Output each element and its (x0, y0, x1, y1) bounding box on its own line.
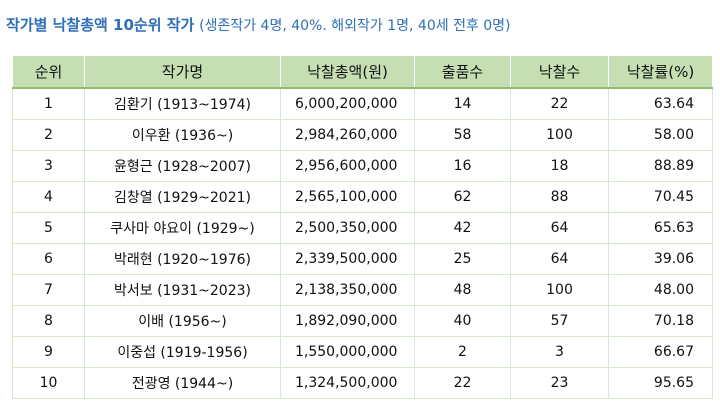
rank-cell: 9 (12, 336, 85, 368)
rate-cell: 70.45 (608, 181, 713, 213)
title-main: 작가별 낙찰총액 10순위 작가 (6, 16, 195, 34)
rate-cell: 88.89 (608, 150, 713, 182)
column-header-artist: 작가명 (84, 55, 281, 89)
total-cell: 6,000,200,000 (280, 87, 415, 120)
page-title: 작가별 낙찰총액 10순위 작가 (생존작가 4명, 40%. 해외작가 1명,… (6, 10, 511, 40)
table-row: 1 김환기 (1913~1974) 6,000,200,000 14 22 63… (12, 87, 713, 120)
table-row: 8 이배 (1956~) 1,892,090,000 40 57 70.18 (12, 305, 713, 337)
rank-cell: 7 (12, 274, 85, 306)
rank-cell: 10 (12, 367, 85, 399)
artist-cell: 김환기 (1913~1974) (84, 87, 281, 120)
entries-cell: 42 (414, 212, 511, 244)
entries-cell: 62 (414, 181, 511, 213)
entries-cell: 14 (414, 87, 511, 120)
title-subtitle: (생존작가 4명, 40%. 해외작가 1명, 40세 전후 0명) (199, 18, 511, 34)
entries-cell: 25 (414, 243, 511, 275)
total-cell: 2,339,500,000 (280, 243, 415, 275)
rank-cell: 8 (12, 305, 85, 337)
sold-cell: 100 (510, 274, 609, 306)
column-header-sold: 낙찰수 (510, 55, 609, 89)
table-row: 6 박래현 (1920~1976) 2,339,500,000 25 64 39… (12, 243, 713, 275)
total-cell: 2,138,350,000 (280, 274, 415, 306)
rank-cell: 3 (12, 150, 85, 182)
sold-cell: 64 (510, 212, 609, 244)
artist-cell: 이우환 (1936~) (84, 119, 281, 151)
entries-cell: 48 (414, 274, 511, 306)
column-header-entries: 출품수 (414, 55, 511, 89)
rank-cell: 6 (12, 243, 85, 275)
table-row: 5 쿠사마 야요이 (1929~) 2,500,350,000 42 64 65… (12, 212, 713, 244)
sold-cell: 18 (510, 150, 609, 182)
total-cell: 1,892,090,000 (280, 305, 415, 337)
sold-cell: 88 (510, 181, 609, 213)
total-cell: 2,500,350,000 (280, 212, 415, 244)
artist-cell: 박서보 (1931~2023) (84, 274, 281, 306)
rate-cell: 66.67 (608, 336, 713, 368)
total-cell: 1,324,500,000 (280, 367, 415, 399)
entries-cell: 16 (414, 150, 511, 182)
ranking-table: 순위 작가명 낙찰총액(원) 출품수 낙찰수 낙찰률(%) 1 김환기 (191… (12, 55, 713, 399)
rank-cell: 4 (12, 181, 85, 213)
rate-cell: 95.65 (608, 367, 713, 399)
artist-cell: 전광영 (1944~) (84, 367, 281, 399)
artist-cell: 이배 (1956~) (84, 305, 281, 337)
artist-cell: 윤형근 (1928~2007) (84, 150, 281, 182)
table-row: 3 윤형근 (1928~2007) 2,956,600,000 16 18 88… (12, 150, 713, 182)
sold-cell: 23 (510, 367, 609, 399)
table-header-row: 순위 작가명 낙찰총액(원) 출품수 낙찰수 낙찰률(%) (12, 55, 713, 89)
rank-cell: 5 (12, 212, 85, 244)
rate-cell: 70.18 (608, 305, 713, 337)
sold-cell: 64 (510, 243, 609, 275)
total-cell: 2,565,100,000 (280, 181, 415, 213)
entries-cell: 22 (414, 367, 511, 399)
rank-cell: 1 (12, 87, 85, 120)
entries-cell: 40 (414, 305, 511, 337)
sold-cell: 100 (510, 119, 609, 151)
rate-cell: 63.64 (608, 87, 713, 120)
entries-cell: 2 (414, 336, 511, 368)
artist-cell: 김창열 (1929~2021) (84, 181, 281, 213)
table-row: 9 이중섭 (1919-1956) 1,550,000,000 2 3 66.6… (12, 336, 713, 368)
artist-cell: 이중섭 (1919-1956) (84, 336, 281, 368)
sold-cell: 3 (510, 336, 609, 368)
column-header-rank: 순위 (12, 55, 85, 89)
total-cell: 2,956,600,000 (280, 150, 415, 182)
rate-cell: 65.63 (608, 212, 713, 244)
artist-cell: 쿠사마 야요이 (1929~) (84, 212, 281, 244)
table-row: 7 박서보 (1931~2023) 2,138,350,000 48 100 4… (12, 274, 713, 306)
table-row: 2 이우환 (1936~) 2,984,260,000 58 100 58.00 (12, 119, 713, 151)
table-row: 10 전광영 (1944~) 1,324,500,000 22 23 95.65 (12, 367, 713, 399)
rate-cell: 39.06 (608, 243, 713, 275)
rate-cell: 58.00 (608, 119, 713, 151)
sold-cell: 22 (510, 87, 609, 120)
entries-cell: 58 (414, 119, 511, 151)
rate-cell: 48.00 (608, 274, 713, 306)
column-header-total: 낙찰총액(원) (280, 55, 415, 89)
artist-cell: 박래현 (1920~1976) (84, 243, 281, 275)
table-row: 4 김창열 (1929~2021) 2,565,100,000 62 88 70… (12, 181, 713, 213)
sold-cell: 57 (510, 305, 609, 337)
rank-cell: 2 (12, 119, 85, 151)
total-cell: 1,550,000,000 (280, 336, 415, 368)
column-header-rate: 낙찰률(%) (608, 55, 713, 89)
total-cell: 2,984,260,000 (280, 119, 415, 151)
